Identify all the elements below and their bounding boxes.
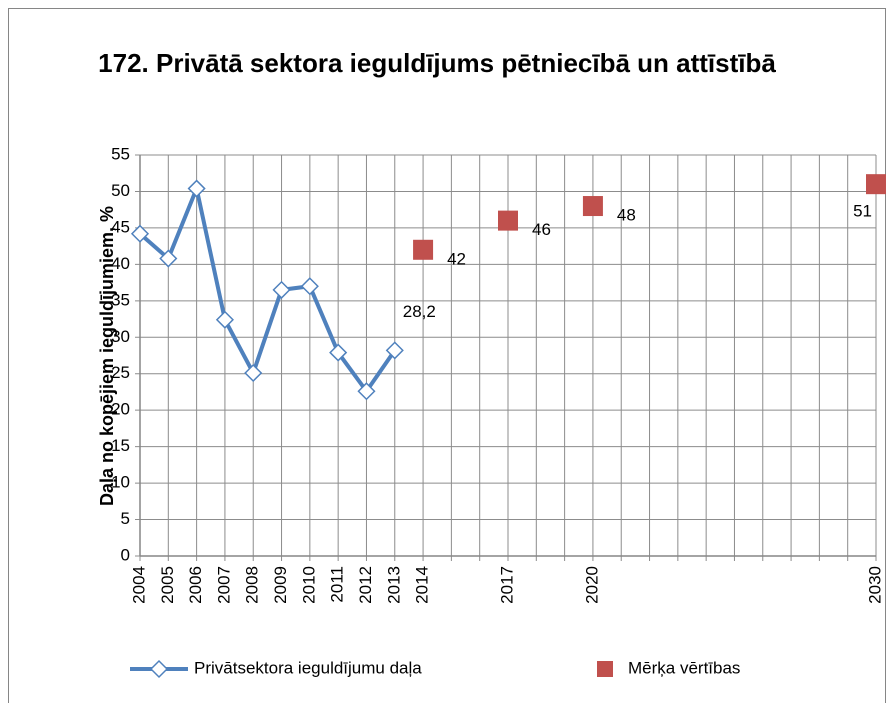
target-marker	[582, 196, 603, 217]
chart-title: 172. Privātā sektora ieguldījums pētniec…	[98, 48, 776, 78]
y-tick-label: 55	[111, 144, 130, 163]
y-tick-label: 5	[121, 509, 130, 528]
data-label: 48	[617, 206, 636, 225]
y-tick-label: 35	[111, 290, 130, 309]
line-marker	[329, 343, 348, 362]
target-marker	[866, 174, 886, 195]
y-tick-label: 15	[111, 436, 130, 455]
target-marker	[498, 210, 518, 231]
data-label: 42	[447, 249, 466, 268]
line-marker	[272, 280, 291, 299]
y-tick-label: 25	[111, 363, 130, 382]
series-line	[138, 181, 397, 395]
x-tick-label: 2007	[214, 566, 233, 604]
data-label: 51	[853, 202, 872, 221]
x-tick-label: 2005	[158, 566, 177, 604]
x-tick-label: 2011	[328, 566, 347, 603]
x-tick-label: 2008	[243, 566, 262, 604]
y-tick-label: 10	[111, 473, 130, 492]
legend-marker	[597, 661, 613, 677]
x-tick-label: 2009	[271, 566, 290, 604]
legend-marker	[149, 659, 169, 679]
line-marker	[215, 310, 234, 329]
line-marker	[187, 179, 206, 198]
x-tick-label: 2030	[865, 566, 884, 604]
y-tick-label: 0	[121, 545, 130, 564]
line-marker	[385, 341, 404, 360]
x-tick-label: 2004	[129, 566, 148, 604]
line-marker	[159, 249, 178, 268]
y-axis-label: Daļa no kopējiem ieguldījumiem, %	[97, 206, 117, 506]
x-tick-label: 2012	[356, 566, 375, 604]
y-tick-label: 20	[111, 400, 130, 419]
x-tick-label: 2020	[582, 566, 601, 604]
data-label: 46	[532, 220, 551, 239]
line-marker	[300, 277, 319, 296]
y-tick-label: 45	[111, 217, 130, 236]
x-tick-label: 2014	[413, 566, 432, 604]
legend-label: Privātsektora ieguldījumu daļa	[194, 658, 422, 677]
x-tick-label: 2013	[384, 566, 403, 604]
chart-frame	[8, 8, 886, 703]
x-tick-label: 2017	[497, 566, 516, 604]
x-tick-label: 2010	[299, 566, 318, 604]
y-tick-label: 30	[111, 327, 130, 346]
line-marker	[130, 224, 150, 243]
x-tick-label: 2006	[186, 566, 205, 604]
y-tick-label: 50	[111, 181, 130, 200]
target-marker	[413, 239, 434, 260]
line-marker	[357, 382, 376, 401]
line-marker	[244, 363, 263, 383]
y-tick-label: 40	[111, 254, 130, 273]
data-label: 28,2	[403, 302, 436, 321]
legend-label: Mērķa vērtības	[628, 658, 740, 677]
